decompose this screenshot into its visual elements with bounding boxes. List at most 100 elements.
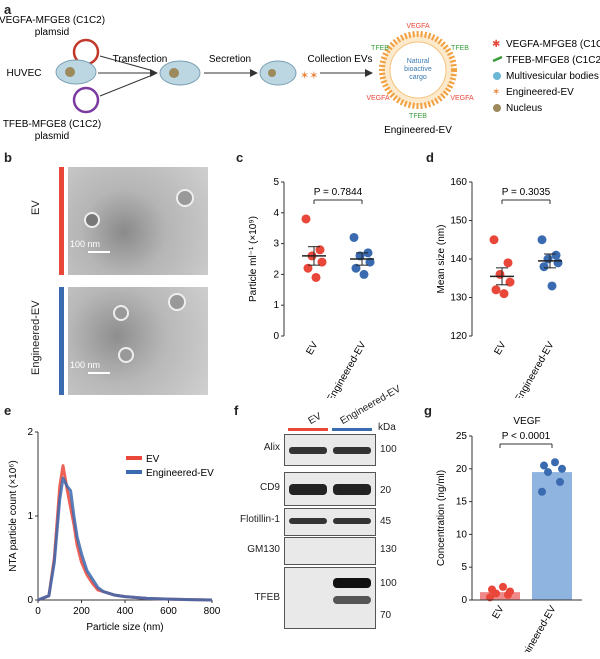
plasmid-top-sublabel: plamsid [35,27,69,38]
secreting-cell-icon [259,60,297,86]
data-point [349,232,359,242]
y-tick-label: 0 [273,331,279,342]
data-point [351,263,361,273]
lane-bar-ev [288,428,328,431]
series-line [37,464,213,602]
legend-item-mvb: Multivesicular bodies [506,71,599,82]
arrow-head-transfection [150,69,158,77]
panel-label-g: g [424,403,432,418]
ev-title: Engineered-EV [384,125,452,136]
y-tick-label: 20 [456,464,468,475]
huvec-cell-icon [55,59,97,85]
data-point [488,585,496,594]
x-tick-label: EV [492,340,508,357]
data-point [544,468,552,477]
data-point [301,214,311,224]
arrow-head-secretion [250,69,258,77]
chart-vegf-concentration: VEGF 0 5 10 15 20 25 Concentration (ng/ml) P < 0… [436,416,582,652]
blot-row-label: GM130 [247,544,280,555]
data-point [539,262,549,272]
y-tick-label: 150 [450,216,467,227]
cargo-label-2: bioactive [404,66,432,73]
blot-row-label: Alix [263,442,280,453]
vesicle-marker [84,212,100,228]
marker-flotillin: 45 [380,516,392,527]
y-tick-label: 0 [27,595,33,606]
marker-tfeb-100: 100 [380,578,397,589]
y-tick-label: 10 [456,529,468,540]
data-point [538,487,546,496]
data-point [547,281,557,291]
blot-alix [284,434,376,466]
marker-gm130: 130 [380,544,397,555]
scale-bar-engineered [88,372,110,374]
lane-label-ev: EV [306,410,324,427]
p-value-annotation: P < 0.0001 [502,431,551,442]
data-point [540,461,548,470]
data-point [537,235,547,245]
panel-label-e: e [4,403,12,418]
western-blot: EV Engineered-EV [284,384,403,650]
ev-tag-tfeb-left: TFEB [371,45,389,52]
band [333,578,371,588]
data-point [486,593,494,602]
plasmid-bottom-sublabel: plasmid [35,131,69,142]
ev-tag-vegfa-right: VEGFA [450,95,474,102]
data-point [303,263,313,273]
vesicle-marker [176,189,194,207]
legend-label: EV [146,454,160,465]
panel-label-d: d [426,150,434,165]
y-axis-label: NTA particle count (×10⁶) [8,460,19,571]
data-point [556,477,564,486]
x-tick-label: EV [304,340,320,357]
legend-item-tfeb: TFEB-MFGE8 (C1C2) [506,55,600,66]
ev-tag-tfeb-bottom: TFEB [409,113,427,120]
ev-tag-tfeb-right: TFEB [451,45,469,52]
cargo-label-1: Natural [407,58,430,65]
nucleus-legend-icon [493,104,501,112]
y-axis-label: Concentration (ng/ml) [436,470,447,566]
y-tick-label: 2 [27,427,33,438]
band [289,447,327,454]
data-point [503,258,513,268]
schematic-legend: ✱ VEGFA-MFGE8 (C1C2) TFEB-MFGE8 (C1C2) M… [492,39,600,114]
legend-item-nucleus: Nucleus [506,103,542,114]
panel-label-b: b [4,150,12,165]
y-tick-label: 4 [273,208,279,219]
panel-label-f: f [234,403,239,418]
blot-cd9 [284,472,376,506]
vesicle-marker [168,293,186,311]
data-point [506,587,514,596]
legend-label: Engineered-EV [146,468,214,479]
tem-row-engineered-label: Engineered-EV [30,300,42,375]
blot-tfeb [284,567,376,629]
series-line [37,476,213,602]
x-tick-label: 0 [35,606,41,617]
y-axis-label: Mean size (nm) [436,225,447,294]
schematic-diagram: VEGFA-MFGE8 (C1C2) plamsid HUVEC TFEB-MF… [0,15,600,142]
kda-label: kDa [378,422,396,433]
band [333,518,371,524]
data-point [499,289,509,299]
blot-flotillin [284,508,376,536]
bar [532,472,572,600]
chart-particle-concentration: 0 1 2 3 4 5 Particle ml⁻¹ (×10⁹) P = 0.7844 EV En… [248,177,375,398]
nucleus-icon [65,67,75,77]
transfected-cell-icon [159,60,201,86]
arrow-head-collection [365,69,373,77]
tem-image-engineered-ev: 100 nm [68,287,208,395]
data-point [489,235,499,245]
chart-nta-distribution: 0 1 2 0 200 400 600 800 Particle size (nm) NTA pa… [8,427,221,633]
step-transfection-label: Transfection [113,54,168,65]
bar [480,592,520,600]
x-tick-label: Engineered-EV [513,340,557,398]
x-tick-label: 400 [117,606,134,617]
y-tick-label: 0 [461,595,467,606]
tem-image-ev: 100 nm [68,167,208,275]
panel-label-c: c [236,150,244,165]
y-tick-label: 5 [273,177,279,188]
nucleus-icon [268,69,276,77]
y-tick-label: 140 [450,254,467,265]
x-tick-label: Engineered-EV [325,340,369,398]
marker-alix: 100 [380,444,397,455]
